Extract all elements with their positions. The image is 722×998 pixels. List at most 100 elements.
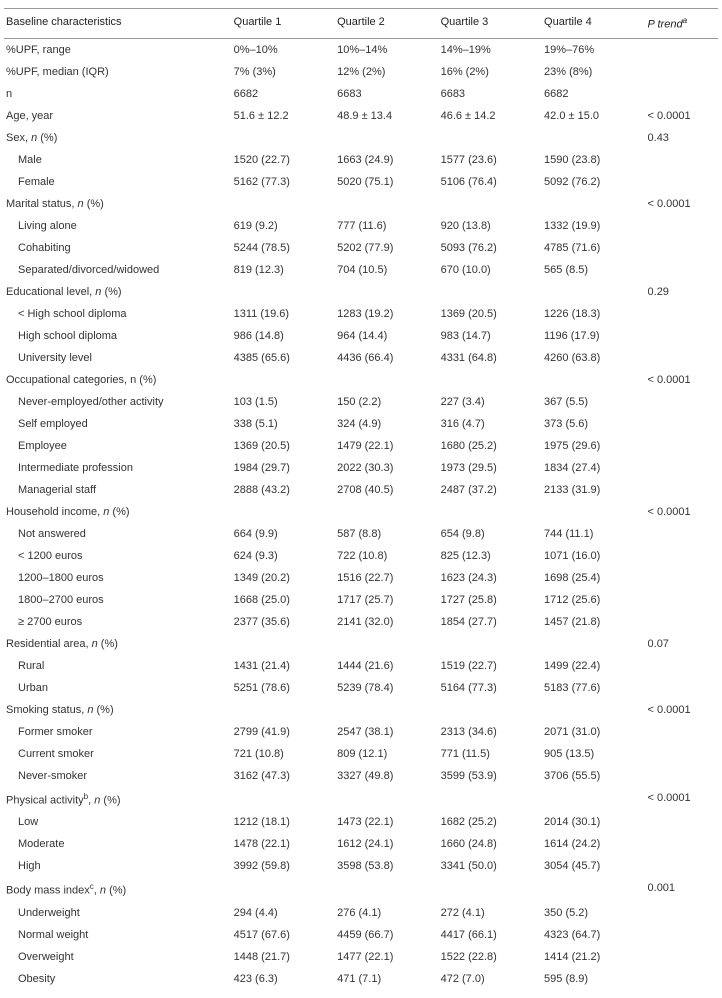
cell-q2: 964 (14.4) bbox=[335, 325, 438, 347]
cell-p bbox=[646, 391, 718, 413]
cell-q2 bbox=[335, 501, 438, 523]
cell-p bbox=[646, 946, 718, 968]
cell-q1: 664 (9.9) bbox=[232, 523, 335, 545]
table-row: Underweight294 (4.4)276 (4.1)272 (4.1)35… bbox=[4, 902, 718, 924]
cell-q2: 809 (12.1) bbox=[335, 743, 438, 765]
cell-q3: 1522 (22.8) bbox=[439, 946, 542, 968]
row-label: Not answered bbox=[4, 523, 232, 545]
cell-q1 bbox=[232, 633, 335, 655]
table-row: Age, year51.6 ± 12.248.9 ± 13.446.6 ± 14… bbox=[4, 105, 718, 127]
cell-q2: 2708 (40.5) bbox=[335, 479, 438, 501]
cell-q4: 4785 (71.6) bbox=[542, 237, 645, 259]
table-row: Self employed338 (5.1)324 (4.9)316 (4.7)… bbox=[4, 413, 718, 435]
cell-q2: 1663 (24.9) bbox=[335, 149, 438, 171]
cell-q3: 2313 (34.6) bbox=[439, 721, 542, 743]
cell-q3: 5164 (77.3) bbox=[439, 677, 542, 699]
row-label: 1200–1800 euros bbox=[4, 567, 232, 589]
cell-q4: 1414 (21.2) bbox=[542, 946, 645, 968]
table-row: Rural1431 (21.4)1444 (21.6)1519 (22.7)14… bbox=[4, 655, 718, 677]
cell-q2: 1444 (21.6) bbox=[335, 655, 438, 677]
cell-q4: 19%–76% bbox=[542, 38, 645, 61]
row-label: %UPF, median (IQR) bbox=[4, 61, 232, 83]
cell-q3: 1519 (22.7) bbox=[439, 655, 542, 677]
cell-q1: 1448 (21.7) bbox=[232, 946, 335, 968]
cell-p bbox=[646, 435, 718, 457]
cell-p bbox=[646, 259, 718, 281]
row-label: Moderate bbox=[4, 833, 232, 855]
cell-q3: 316 (4.7) bbox=[439, 413, 542, 435]
table-row: Intermediate profession1984 (29.7)2022 (… bbox=[4, 457, 718, 479]
table-row: n6682668366836682 bbox=[4, 83, 718, 105]
table-row: High3992 (59.8)3598 (53.8)3341 (50.0)305… bbox=[4, 855, 718, 877]
cell-q3 bbox=[439, 787, 542, 812]
row-label: Intermediate profession bbox=[4, 457, 232, 479]
cell-q2: 12% (2%) bbox=[335, 61, 438, 83]
table-row: Educational level, n (%) 0.29 bbox=[4, 281, 718, 303]
row-label: High school diploma bbox=[4, 325, 232, 347]
cell-q2: 6683 bbox=[335, 83, 438, 105]
table-row: 1800–2700 euros1668 (25.0)1717 (25.7)172… bbox=[4, 589, 718, 611]
cell-q1: 1478 (22.1) bbox=[232, 833, 335, 855]
cell-q1: 624 (9.3) bbox=[232, 545, 335, 567]
row-label: ≥ 2700 euros bbox=[4, 611, 232, 633]
row-label: < High school diploma bbox=[4, 303, 232, 325]
row-label: Separated/divorced/widowed bbox=[4, 259, 232, 281]
row-label: Body mass indexc, n (%) bbox=[4, 877, 232, 902]
cell-q4: 5183 (77.6) bbox=[542, 677, 645, 699]
cell-q4: 1614 (24.2) bbox=[542, 833, 645, 855]
cell-q4: 1975 (29.6) bbox=[542, 435, 645, 457]
header-q3: Quartile 3 bbox=[439, 9, 542, 39]
table-row: Never-smoker3162 (47.3)3327 (49.8)3599 (… bbox=[4, 765, 718, 787]
cell-q4: 1196 (17.9) bbox=[542, 325, 645, 347]
cell-q2: 5020 (75.1) bbox=[335, 171, 438, 193]
table-row: Physical activityb, n (%)< 0.0001 bbox=[4, 787, 718, 812]
cell-q3: 5106 (76.4) bbox=[439, 171, 542, 193]
cell-q2 bbox=[335, 877, 438, 902]
cell-q3: 1973 (29.5) bbox=[439, 457, 542, 479]
table-row: Residential area, n (%)0.07 bbox=[4, 633, 718, 655]
cell-q1 bbox=[232, 127, 335, 149]
cell-q4: 350 (5.2) bbox=[542, 902, 645, 924]
cell-q4: 3054 (45.7) bbox=[542, 855, 645, 877]
cell-q2: 704 (10.5) bbox=[335, 259, 438, 281]
row-label: Normal weight bbox=[4, 924, 232, 946]
table-row: Urban5251 (78.6)5239 (78.4)5164 (77.3)51… bbox=[4, 677, 718, 699]
cell-p bbox=[646, 855, 718, 877]
table-row: Not answered664 (9.9)587 (8.8)654 (9.8)7… bbox=[4, 523, 718, 545]
cell-p: 0.29 bbox=[646, 281, 718, 303]
cell-q4: 1834 (27.4) bbox=[542, 457, 645, 479]
row-label: Physical activityb, n (%) bbox=[4, 787, 232, 812]
cell-p bbox=[646, 171, 718, 193]
table-row: Moderate1478 (22.1)1612 (24.1)1660 (24.8… bbox=[4, 833, 718, 855]
cell-q4: 42.0 ± 15.0 bbox=[542, 105, 645, 127]
cell-q1: 1984 (29.7) bbox=[232, 457, 335, 479]
row-label: 1800–2700 euros bbox=[4, 589, 232, 611]
cell-q1 bbox=[232, 699, 335, 721]
cell-q2: 3598 (53.8) bbox=[335, 855, 438, 877]
cell-q2: 5202 (77.9) bbox=[335, 237, 438, 259]
cell-q4: 595 (8.9) bbox=[542, 968, 645, 990]
row-label: Sex, n (%) bbox=[4, 127, 232, 149]
cell-q3 bbox=[439, 281, 542, 303]
cell-q1: 6682 bbox=[232, 83, 335, 105]
cell-q1: 619 (9.2) bbox=[232, 215, 335, 237]
cell-q4 bbox=[542, 127, 645, 149]
header-label: Baseline characteristics bbox=[4, 9, 232, 39]
table-row: Employee1369 (20.5)1479 (22.1)1680 (25.2… bbox=[4, 435, 718, 457]
cell-q3: 16% (2%) bbox=[439, 61, 542, 83]
cell-p: 0.07 bbox=[646, 633, 718, 655]
cell-q2: 587 (8.8) bbox=[335, 523, 438, 545]
cell-q1: 3162 (47.3) bbox=[232, 765, 335, 787]
cell-q4: 1712 (25.6) bbox=[542, 589, 645, 611]
cell-q3: 1682 (25.2) bbox=[439, 811, 542, 833]
cell-q3: 1660 (24.8) bbox=[439, 833, 542, 855]
cell-q4: 367 (5.5) bbox=[542, 391, 645, 413]
cell-p bbox=[646, 567, 718, 589]
cell-q2 bbox=[335, 787, 438, 812]
table-row: Occupational categories, n (%)< 0.0001 bbox=[4, 369, 718, 391]
cell-q1: 5244 (78.5) bbox=[232, 237, 335, 259]
header-q2: Quartile 2 bbox=[335, 9, 438, 39]
row-label: Educational level, n (%) bbox=[4, 281, 232, 303]
row-label: Cohabiting bbox=[4, 237, 232, 259]
cell-q2: 1612 (24.1) bbox=[335, 833, 438, 855]
